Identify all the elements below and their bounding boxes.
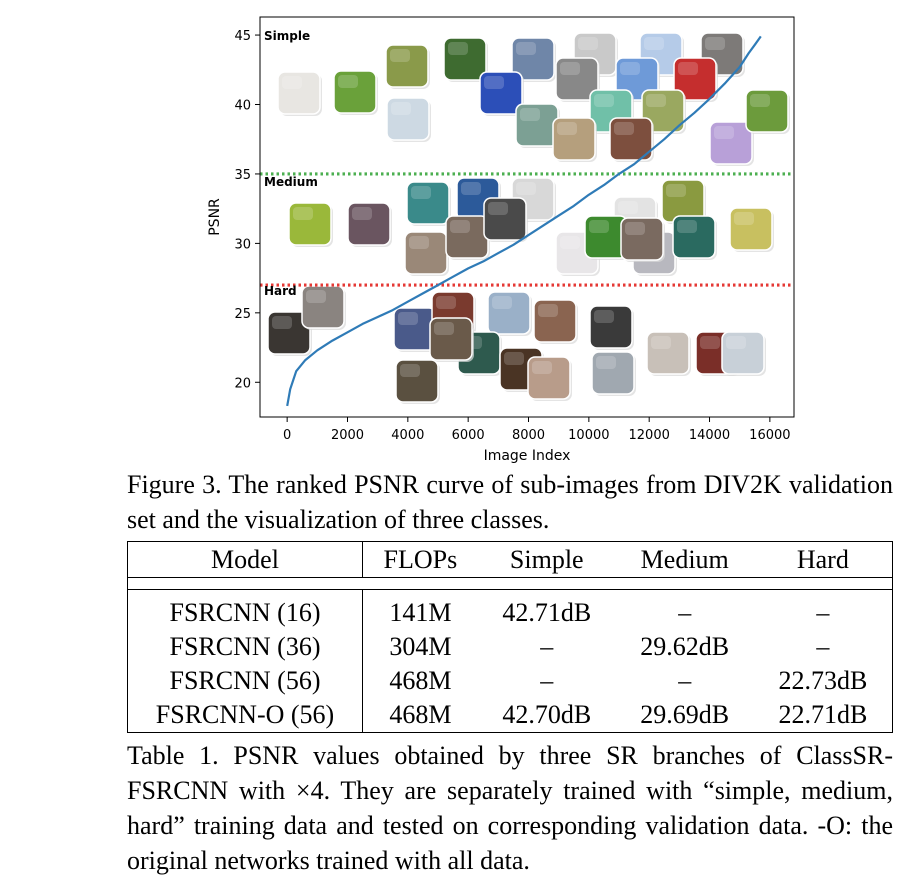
plot-frame: [259, 16, 795, 418]
cell-simple: –: [540, 666, 554, 695]
cell-flops: 304M: [389, 632, 452, 661]
results-table: Model FLOPs Simple Medium Hard FSRCNN (1…: [127, 541, 893, 733]
simple-thumbnail: [673, 57, 718, 102]
cell-hard: 22.71dB: [778, 700, 868, 729]
cell-model: FSRCNN-O (56): [127, 698, 363, 733]
hard-thumbnail: [267, 311, 312, 356]
hard-thumbnail: [395, 359, 440, 404]
simple-thumbnail: [515, 103, 560, 148]
cell-hard: 22.73dB: [778, 666, 868, 695]
medium-thumbnail: [729, 207, 774, 252]
medium-thumbnail: [620, 217, 665, 262]
cell-flops: 141M: [389, 598, 452, 627]
psnr-curve: [286, 35, 762, 407]
cell-model: FSRCNN (56): [127, 664, 363, 698]
hard-thumbnail: [591, 351, 636, 396]
medium-thumbnail: [661, 179, 706, 224]
cell-medium: –: [678, 666, 692, 695]
cell-model: FSRCNN (16): [127, 589, 363, 630]
x-tick-label: 4000: [391, 428, 424, 443]
cell-medium: 29.69dB: [640, 700, 730, 729]
header-simple: Simple: [509, 544, 584, 574]
table-row: FSRCNN (56) 468M – – 22.73dB: [127, 664, 893, 698]
simple-thumbnail: [386, 97, 431, 142]
curve-layer: [286, 35, 762, 407]
simple-thumbnail: [277, 71, 322, 116]
medium-thumbnail: [672, 215, 717, 260]
label-medium: Medium: [264, 175, 318, 189]
cell-medium: 29.62dB: [640, 632, 730, 661]
thumbnail-layer: [267, 32, 790, 404]
hard-thumbnail: [487, 291, 532, 336]
table-row: FSRCNN (36) 304M – 29.62dB –: [127, 630, 893, 664]
threshold-lines: [260, 172, 794, 287]
hard-thumbnail: [646, 331, 691, 376]
hard-thumbnail: [533, 299, 578, 344]
simple-thumbnail: [709, 121, 754, 166]
psnr-figure: 0 2000 4000 6000 8000 10000 12000 14000 16000 20 2…: [207, 16, 795, 464]
cell-flops: 468M: [389, 666, 452, 695]
table-caption: Table 1. PSNR values obtained by three S…: [127, 741, 893, 875]
simple-thumbnail: [609, 117, 654, 162]
medium-thumbnail: [347, 202, 392, 247]
cell-medium: –: [678, 598, 692, 627]
simple-thumbnail: [479, 71, 524, 116]
simple-thumbnail: [333, 70, 378, 115]
y-tick-label: 20: [234, 376, 251, 391]
cell-flops: 468M: [389, 700, 452, 729]
hard-thumbnail: [589, 305, 634, 350]
header-hard: Hard: [796, 544, 849, 574]
y-tick-label: 25: [234, 307, 251, 322]
medium-thumbnail: [483, 197, 528, 242]
hard-thumbnail: [721, 331, 766, 376]
simple-thumbnail: [641, 89, 686, 134]
x-tick-label: 14000: [689, 428, 730, 443]
x-tick-label: 2000: [331, 428, 364, 443]
y-tick-label: 35: [234, 168, 251, 183]
cell-model: FSRCNN (36): [127, 630, 363, 664]
cell-hard: –: [816, 598, 830, 627]
medium-thumbnail: [584, 215, 629, 260]
simple-thumbnail: [511, 37, 556, 82]
label-simple: Simple: [264, 29, 310, 43]
table-row: FSRCNN-O (56) 468M 42.70dB 29.69dB 22.71…: [127, 698, 893, 733]
x-tick-label: 12000: [629, 428, 670, 443]
hard-thumbnail: [301, 285, 346, 330]
simple-thumbnail: [552, 117, 597, 162]
cell-simple: 42.70dB: [502, 700, 592, 729]
medium-thumbnail: [406, 181, 451, 226]
x-tick-label: 8000: [512, 428, 545, 443]
header-model: Model: [127, 541, 363, 578]
cell-simple: 42.71dB: [502, 598, 592, 627]
x-tick-label: 6000: [452, 428, 485, 443]
header-medium: Medium: [640, 544, 729, 574]
simple-thumbnail: [555, 57, 600, 102]
figure-caption: Figure 3. The ranked PSNR curve of sub-i…: [127, 470, 893, 534]
x-tick-label: 16000: [749, 428, 790, 443]
hard-thumbnail: [393, 307, 438, 352]
y-tick-label: 40: [234, 99, 251, 114]
medium-thumbnail: [288, 202, 333, 247]
hard-thumbnail: [527, 356, 572, 401]
hard-thumbnail: [429, 317, 474, 362]
medium-thumbnail: [404, 231, 449, 276]
cell-hard: –: [816, 632, 830, 661]
header-flops: FLOPs: [383, 544, 458, 574]
y-axis-label: PSNR: [207, 198, 223, 236]
x-tick-label: 0: [283, 428, 291, 443]
label-hard: Hard: [264, 284, 297, 298]
simple-thumbnail: [443, 37, 488, 82]
x-tick-label: 10000: [568, 428, 609, 443]
y-tick-label: 30: [234, 237, 251, 252]
x-axis-label: Image Index: [484, 448, 571, 464]
axes-layer: 0 2000 4000 6000 8000 10000 12000 14000 16000 20 2…: [234, 29, 790, 443]
simple-thumbnail: [745, 89, 790, 134]
cell-simple: –: [540, 632, 554, 661]
table-row: FSRCNN (16) 141M 42.71dB – –: [127, 589, 893, 630]
y-tick-label: 45: [234, 29, 251, 44]
simple-thumbnail: [385, 44, 430, 89]
table-header-row: Model FLOPs Simple Medium Hard: [127, 541, 893, 578]
medium-thumbnail: [445, 215, 490, 260]
